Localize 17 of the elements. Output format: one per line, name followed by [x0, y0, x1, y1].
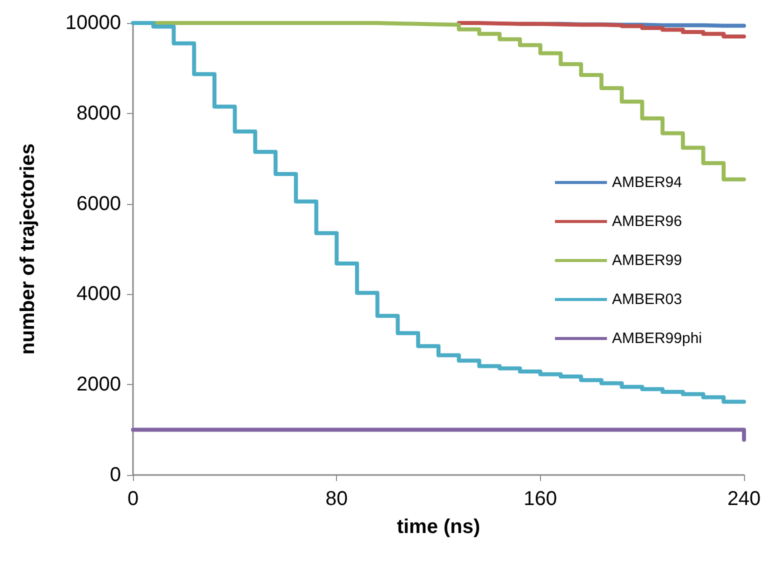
x-tick-label: 80 — [326, 488, 348, 510]
legend-label: AMBER03 — [612, 291, 682, 308]
y-tick-label: 8000 — [76, 102, 121, 124]
y-tick-label: 4000 — [76, 283, 121, 306]
y-tick-label: 2000 — [76, 374, 121, 396]
x-tick-label: 240 — [727, 488, 761, 510]
legend-label: AMBER94 — [612, 174, 682, 191]
y-axis-title: number of trajectories — [17, 143, 39, 355]
x-tick-label: 160 — [524, 488, 558, 510]
legend-label: AMBER99 — [612, 252, 682, 269]
legend-label: AMBER96 — [612, 213, 682, 230]
x-axis-title: time (ns) — [396, 516, 480, 538]
legend-label: AMBER99phi — [612, 330, 702, 347]
y-tick-label: 10000 — [65, 12, 121, 34]
y-tick-label: 6000 — [76, 192, 121, 215]
y-tick-label: 0 — [110, 464, 121, 486]
x-tick-label: 0 — [127, 488, 139, 510]
